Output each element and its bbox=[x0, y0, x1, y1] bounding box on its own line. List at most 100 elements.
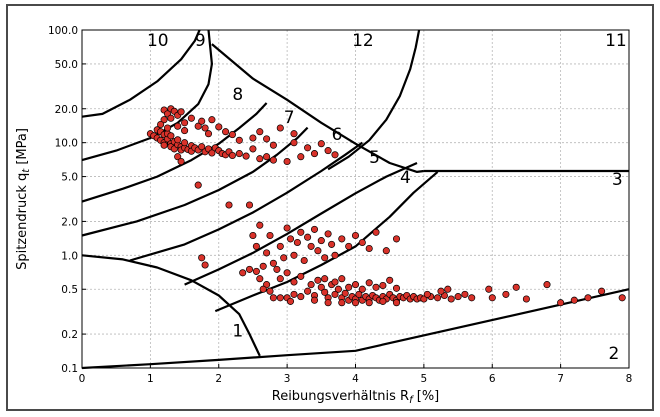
y-tick-label: 0.5 bbox=[61, 284, 78, 296]
data-point bbox=[444, 285, 452, 293]
y-axis-label: Spitzendruck qt [MPa] bbox=[15, 128, 32, 270]
data-point bbox=[331, 278, 339, 286]
data-point bbox=[181, 139, 189, 147]
data-point bbox=[351, 231, 360, 240]
zone-label: 3 bbox=[612, 170, 623, 190]
data-point bbox=[338, 299, 346, 307]
data-point bbox=[167, 132, 175, 140]
data-point bbox=[249, 231, 257, 240]
zone-label: 8 bbox=[232, 85, 243, 105]
data-point bbox=[584, 294, 592, 302]
data-point bbox=[392, 299, 401, 307]
zone-label: 12 bbox=[352, 31, 374, 51]
boundary-12 bbox=[327, 29, 421, 171]
data-point bbox=[598, 287, 606, 295]
x-tick-label: 2 bbox=[215, 373, 222, 385]
data-point bbox=[269, 259, 277, 267]
data-point bbox=[256, 128, 264, 136]
y-tick-label: 0.2 bbox=[61, 329, 78, 341]
tick-labels: 0 1 2 3 4 5 6 7 80.10.20.51.02.05.010.020.050.01… bbox=[48, 25, 632, 385]
data-point bbox=[286, 297, 295, 305]
data-point bbox=[198, 143, 206, 151]
data-point bbox=[392, 284, 401, 292]
data-point bbox=[461, 290, 469, 298]
data-point bbox=[358, 285, 366, 293]
data-points bbox=[146, 105, 626, 307]
data-point bbox=[286, 235, 295, 243]
boundary-2 bbox=[81, 288, 630, 370]
zone-label: 1 bbox=[232, 322, 243, 342]
data-point bbox=[557, 299, 565, 307]
data-point bbox=[290, 251, 298, 259]
boundary-1 bbox=[81, 254, 261, 357]
data-point bbox=[386, 276, 394, 284]
data-point bbox=[280, 254, 288, 262]
data-point bbox=[256, 221, 264, 229]
data-point bbox=[345, 242, 353, 250]
data-point bbox=[194, 122, 202, 130]
data-point bbox=[242, 152, 250, 160]
data-point bbox=[317, 237, 325, 245]
data-point bbox=[259, 285, 267, 293]
data-point bbox=[468, 294, 476, 302]
boundary-9 bbox=[81, 29, 213, 162]
x-tick-label: 6 bbox=[489, 373, 496, 385]
data-point bbox=[252, 242, 260, 250]
data-point bbox=[345, 283, 353, 291]
data-point bbox=[324, 147, 332, 155]
data-point bbox=[304, 233, 312, 241]
data-point bbox=[266, 231, 274, 240]
data-point bbox=[198, 117, 206, 125]
x-tick-label: 8 bbox=[626, 373, 633, 385]
data-point bbox=[256, 155, 264, 163]
data-point bbox=[283, 269, 291, 277]
data-point bbox=[263, 153, 271, 161]
data-point bbox=[331, 290, 339, 298]
data-point bbox=[297, 153, 305, 161]
data-point bbox=[300, 256, 308, 265]
data-point bbox=[198, 254, 206, 262]
data-point bbox=[167, 114, 175, 122]
data-point bbox=[177, 157, 185, 166]
data-point bbox=[256, 275, 264, 283]
data-point bbox=[304, 144, 312, 152]
data-point bbox=[351, 281, 360, 289]
data-point bbox=[208, 116, 216, 124]
data-point bbox=[310, 225, 319, 233]
data-point bbox=[379, 281, 387, 290]
data-point bbox=[321, 288, 329, 296]
data-point bbox=[324, 230, 332, 238]
data-point bbox=[314, 247, 322, 255]
zone-label: 11 bbox=[605, 31, 627, 51]
data-point bbox=[283, 157, 291, 166]
data-point bbox=[423, 290, 431, 298]
data-point bbox=[351, 299, 360, 307]
data-point bbox=[276, 275, 284, 283]
zone-label: 9 bbox=[195, 31, 206, 51]
x-tick-label: 0 bbox=[79, 373, 86, 385]
data-point bbox=[245, 201, 254, 209]
data-point bbox=[174, 122, 182, 130]
zone-label: 5 bbox=[369, 148, 380, 168]
x-tick-label: 1 bbox=[147, 373, 154, 385]
data-point bbox=[273, 265, 281, 273]
data-point bbox=[249, 145, 257, 153]
data-point bbox=[447, 295, 455, 303]
data-point bbox=[317, 283, 325, 291]
data-point bbox=[276, 242, 284, 250]
data-point bbox=[194, 181, 202, 189]
data-point bbox=[290, 290, 298, 298]
boundary-diag bbox=[211, 43, 425, 173]
x-axis-label: Reibungsverhältnis Rf [%] bbox=[272, 389, 440, 406]
data-point bbox=[379, 297, 387, 305]
data-point bbox=[297, 293, 305, 301]
y-axis-label-sub: t bbox=[21, 168, 32, 173]
data-point bbox=[365, 279, 373, 287]
data-point bbox=[174, 153, 182, 161]
boundary-10 bbox=[81, 29, 201, 118]
boundary-6 bbox=[129, 141, 363, 262]
data-point bbox=[163, 124, 172, 132]
data-point bbox=[331, 251, 339, 259]
y-axis-label-text: Spitzendruck q bbox=[15, 173, 30, 270]
